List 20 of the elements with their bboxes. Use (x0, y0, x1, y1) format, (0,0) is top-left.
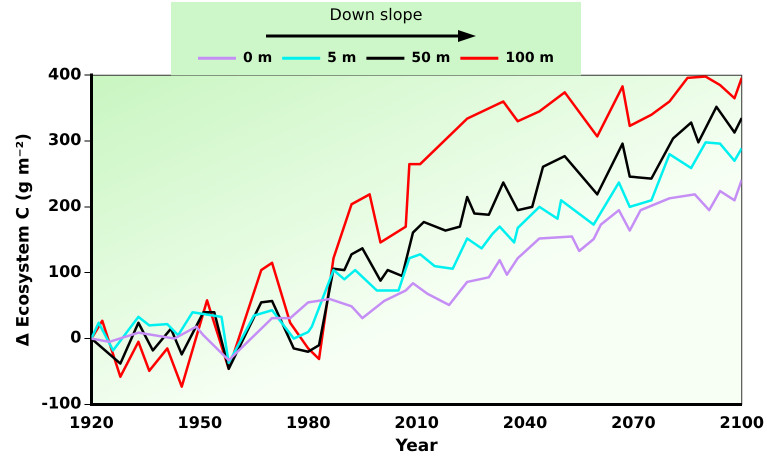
legend-label: 0 m (242, 50, 272, 66)
legend-title: Down slope (330, 5, 422, 24)
y-tick-label: 200 (48, 196, 82, 216)
x-tick-label: 1920 (69, 413, 114, 432)
y-axis-title: Δ Ecosystem C (g m⁻²) (14, 133, 34, 346)
x-tick-label: 2100 (719, 413, 764, 432)
x-axis-title: Year (394, 436, 438, 456)
x-tick-label: 1950 (178, 413, 222, 432)
y-tick-label: 100 (48, 262, 82, 281)
legend-label: 5 m (327, 50, 356, 66)
x-tick-label: 2010 (394, 413, 439, 432)
legend-label: 50 m (411, 50, 450, 66)
x-tick-label: 2040 (502, 413, 548, 432)
y-tick-label: 0 (70, 328, 82, 347)
y-tick-label: -100 (41, 394, 82, 413)
x-tick-label: 1980 (286, 413, 330, 432)
x-tick-label: 2070 (611, 413, 656, 432)
legend-label: 100 m (505, 50, 554, 66)
y-tick-label: 300 (48, 130, 82, 150)
y-tick-label: 400 (48, 64, 82, 84)
